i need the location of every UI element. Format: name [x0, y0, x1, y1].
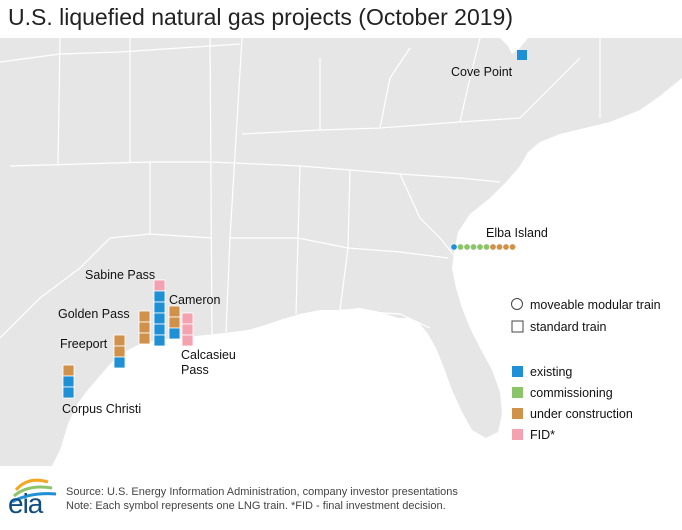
- corpus-christi-label: Corpus Christi: [62, 402, 141, 416]
- eia-logo-icon: [11, 478, 57, 504]
- sabine-train-3: [153, 301, 166, 314]
- legend-existing-swatch: [512, 366, 523, 377]
- freeport-train-2: [113, 345, 126, 358]
- cove-point-label: Cove Point: [451, 65, 513, 79]
- state-borders: [0, 38, 601, 339]
- eia-logo-text: eia: [8, 488, 43, 519]
- golden-train-1: [138, 310, 151, 323]
- cameron-train-3: [168, 327, 181, 340]
- sabine-train-4: [153, 312, 166, 325]
- elba-train-6: [482, 243, 490, 251]
- cameron-train-1: [168, 305, 181, 318]
- elba-train-10: [508, 243, 516, 251]
- golden-train-3: [138, 332, 151, 345]
- elba-train-7: [489, 243, 497, 251]
- elba-train-2: [456, 243, 464, 251]
- cameron-trains: [168, 305, 181, 340]
- elba-island-label: Elba Island: [486, 226, 548, 240]
- freeport-label: Freeport: [60, 337, 108, 351]
- corpus-train-3: [62, 386, 75, 399]
- elba-train-3: [463, 243, 471, 251]
- calcasieu-pass-trains: [181, 312, 194, 347]
- calcasieu-train-1: [181, 312, 194, 325]
- sabine-pass-label: Sabine Pass: [85, 268, 155, 282]
- golden-train-2: [138, 321, 151, 334]
- legend-fid-swatch: [512, 429, 523, 440]
- cameron-train-2: [168, 316, 181, 329]
- legend-standard-label: standard train: [530, 320, 606, 334]
- elba-island-trains: [450, 243, 516, 251]
- calcasieu-label-line1: Calcasieu: [181, 348, 236, 362]
- golden-pass-trains: [138, 310, 151, 345]
- calcasieu-train-3: [181, 334, 194, 347]
- footer: eia Source: U.S. Energy Information Admi…: [0, 466, 682, 530]
- legend-existing-label: existing: [530, 365, 572, 379]
- elba-train-4: [469, 243, 477, 251]
- source-note: Source: U.S. Energy Information Administ…: [66, 486, 458, 498]
- golden-pass-label: Golden Pass: [58, 307, 130, 321]
- sabine-pass-trains: [153, 279, 166, 347]
- elba-train-5: [476, 243, 484, 251]
- calcasieu-train-2: [181, 323, 194, 336]
- freeport-trains: [113, 334, 126, 369]
- legend-commissioning-label: commissioning: [530, 386, 613, 400]
- legend-modular-icon: [511, 298, 523, 310]
- sabine-train-2: [153, 290, 166, 303]
- freeport-train-1: [113, 334, 126, 347]
- legend-modular-label: moveable modular train: [530, 298, 661, 312]
- corpus-christi-trains: [62, 364, 75, 399]
- land-mass: [0, 38, 682, 466]
- legend-standard-icon: [511, 320, 524, 333]
- corpus-train-1: [62, 364, 75, 377]
- legend-commissioning-swatch: [512, 387, 523, 398]
- elba-train-1: [450, 243, 458, 251]
- elba-train-9: [502, 243, 510, 251]
- calcasieu-label-line2: Pass: [181, 363, 209, 377]
- sabine-train-1: [153, 279, 166, 292]
- footnote: Note: Each symbol represents one LNG tra…: [66, 500, 446, 512]
- legend-fid-label: FID*: [530, 428, 555, 442]
- legend: moveable modular train standard train ex…: [511, 298, 661, 442]
- cameron-label: Cameron: [169, 293, 220, 307]
- freeport-train-3: [113, 356, 126, 369]
- sabine-train-6: [153, 334, 166, 347]
- legend-under-construction-swatch: [512, 408, 523, 419]
- page-title: U.S. liquefied natural gas projects (Oct…: [8, 4, 513, 30]
- elba-train-8: [495, 243, 503, 251]
- map: Cove Point Elba Island Sabine Pass Camer…: [0, 38, 682, 466]
- cove-point-train-1: [517, 50, 527, 60]
- corpus-train-2: [62, 375, 75, 388]
- legend-under-construction-label: under construction: [530, 407, 633, 421]
- sabine-train-5: [153, 323, 166, 336]
